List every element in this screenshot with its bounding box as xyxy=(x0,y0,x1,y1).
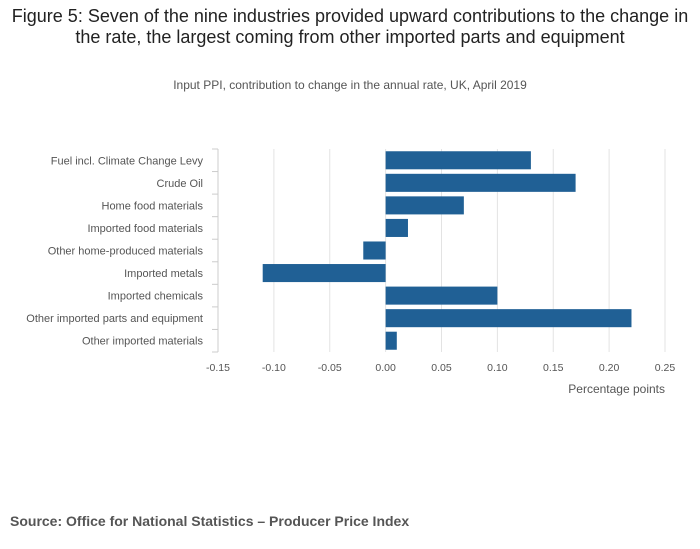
bar[interactable] xyxy=(385,286,498,305)
x-tick-label: 0.00 xyxy=(375,362,396,374)
chart-title: Figure 5: Seven of the nine industries p… xyxy=(11,6,689,47)
x-tick-label: 0.10 xyxy=(487,362,508,374)
x-tick-label: -0.10 xyxy=(262,362,286,374)
bar[interactable] xyxy=(385,218,408,237)
category-label: Imported chemicals xyxy=(108,291,204,303)
bar[interactable] xyxy=(385,173,576,192)
source-note: Source: Office for National Statistics –… xyxy=(10,513,410,529)
x-tick-labels: -0.15 -0.10 -0.05 0.00 0.05 0.10 0.15 0.20 0.25 xyxy=(206,362,675,374)
bar[interactable] xyxy=(385,331,397,350)
bar-chart: Fuel incl. Climate Change Levy Crude Oil H… xyxy=(26,148,675,396)
category-label: Other imported materials xyxy=(82,336,204,348)
category-label: Fuel incl. Climate Change Levy xyxy=(51,155,204,167)
bar[interactable] xyxy=(262,264,386,283)
x-tick-label: -0.05 xyxy=(318,362,342,374)
x-tick-label: 0.15 xyxy=(543,362,564,374)
bar[interactable] xyxy=(385,196,464,215)
chart-subtitle: Input PPI, contribution to change in the… xyxy=(173,78,527,92)
category-label: Other home-produced materials xyxy=(48,246,204,258)
bar[interactable] xyxy=(385,151,531,170)
x-tick-label: -0.15 xyxy=(206,362,230,374)
x-tick-label: 0.20 xyxy=(599,362,620,374)
x-axis-title: Percentage points xyxy=(568,382,665,396)
category-label: Home food materials xyxy=(102,200,204,212)
category-label: Imported food materials xyxy=(87,223,203,235)
x-tick-label: 0.25 xyxy=(655,362,676,374)
category-labels: Fuel incl. Climate Change Levy Crude Oil H… xyxy=(26,148,218,353)
bar[interactable] xyxy=(385,309,632,328)
category-label: Other imported parts and equipment xyxy=(26,313,203,325)
category-label: Imported metals xyxy=(124,268,203,280)
bars xyxy=(262,151,632,350)
category-label: Crude Oil xyxy=(157,178,203,190)
x-tick-label: 0.05 xyxy=(431,362,452,374)
bar[interactable] xyxy=(363,241,386,260)
